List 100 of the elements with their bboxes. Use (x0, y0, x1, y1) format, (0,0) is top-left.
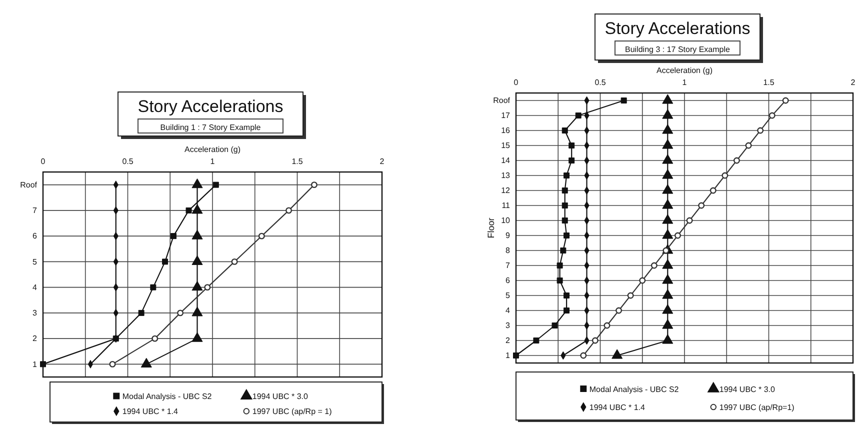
point (192, 178, 203, 188)
y-tick-label: 1 (32, 360, 38, 369)
point (616, 307, 622, 314)
x-tick-label: 1 (682, 78, 688, 87)
point (310, 182, 318, 188)
point (286, 207, 292, 214)
point (192, 280, 203, 291)
point (568, 142, 575, 148)
point (552, 322, 558, 328)
y-tick-label: 1 (506, 351, 511, 360)
point (192, 255, 203, 265)
point (662, 109, 674, 119)
y-axis-title: Floor (486, 218, 496, 238)
chart-title: Story Accelerations (138, 97, 284, 116)
point (662, 229, 674, 239)
point (662, 334, 674, 344)
point (662, 274, 674, 284)
point (662, 289, 674, 299)
point (662, 154, 674, 164)
point (562, 188, 568, 194)
point (733, 157, 740, 164)
y-tick-label: Roof (20, 180, 38, 190)
point (662, 94, 674, 104)
point (177, 310, 184, 316)
y-tick-label: 6 (32, 232, 38, 241)
point (757, 127, 764, 134)
y-tick-label: 4 (32, 282, 38, 292)
point (674, 232, 682, 239)
x-tick-label: 0 (40, 157, 46, 166)
x-tick-label: 2 (850, 78, 856, 87)
point (722, 172, 728, 179)
point (258, 232, 265, 240)
y-tick-label: 5 (32, 257, 38, 266)
point (152, 335, 158, 342)
chart-subtitle: Building 3 : 17 Story Example (625, 45, 731, 54)
x-tick-label: 0.5 (122, 157, 134, 166)
point (140, 358, 152, 368)
point (564, 308, 570, 314)
point (662, 184, 674, 194)
x-tick-label: 0.5 (594, 78, 606, 87)
point (768, 112, 776, 119)
y-tick-label: 7 (32, 206, 38, 215)
point (612, 349, 623, 359)
point (564, 172, 570, 178)
y-tick-label: 14 (501, 156, 511, 166)
point (192, 230, 203, 240)
legend-label: 1994 UBC * 1.4 (589, 403, 646, 412)
y-tick-label: 3 (32, 308, 38, 318)
point (698, 202, 705, 209)
point (662, 199, 674, 209)
point (560, 248, 566, 254)
legend-label: 1994 UBC * 3.0 (719, 384, 776, 394)
x-tick-label: 1.5 (763, 78, 775, 87)
point (782, 97, 789, 104)
y-tick-label: 11 (502, 201, 511, 210)
point (564, 232, 570, 238)
y-tick-label: 5 (506, 291, 511, 300)
point (562, 218, 568, 224)
x-axis-title: Acceleration (g) (184, 145, 241, 154)
point (662, 124, 674, 134)
point (662, 304, 674, 314)
point (604, 322, 610, 329)
point (745, 142, 752, 149)
point (662, 214, 674, 224)
point (627, 292, 634, 299)
point (575, 112, 582, 118)
legend-label: Modal Analysis - UBC S2 (122, 392, 212, 401)
x-tick-label: 1.5 (292, 157, 304, 166)
point (192, 332, 203, 342)
point (533, 338, 540, 344)
x-tick-label: 1 (210, 157, 216, 166)
point (562, 128, 568, 134)
x-tick-label: 2 (380, 157, 385, 166)
point (662, 259, 674, 269)
y-tick-label: 2 (506, 336, 511, 346)
y-tick-label: 8 (506, 246, 511, 256)
chart-subtitle: Building 1 : 7 Story Example (160, 123, 262, 132)
y-tick-label: Roof (493, 96, 511, 106)
point (150, 284, 156, 290)
point (556, 262, 563, 268)
y-tick-label: 6 (506, 276, 511, 286)
legend-label: Modal Analysis - UBC S2 (589, 384, 680, 394)
y-tick-label: 9 (506, 231, 511, 240)
point (562, 202, 568, 208)
point (186, 207, 192, 214)
point (710, 187, 716, 194)
point (231, 258, 238, 265)
point (662, 319, 674, 329)
point (192, 306, 203, 316)
legend-label: 1997 UBC (ap/Rp=1) (719, 403, 795, 412)
x-tick-label: 0 (514, 78, 519, 87)
y-tick-label: 2 (32, 334, 38, 344)
y-tick-label: 13 (501, 171, 511, 180)
point (662, 169, 674, 179)
point (639, 277, 646, 284)
y-tick-label: 4 (506, 306, 511, 316)
point (204, 284, 211, 291)
point (564, 292, 570, 298)
point (592, 337, 598, 344)
point (556, 278, 563, 284)
